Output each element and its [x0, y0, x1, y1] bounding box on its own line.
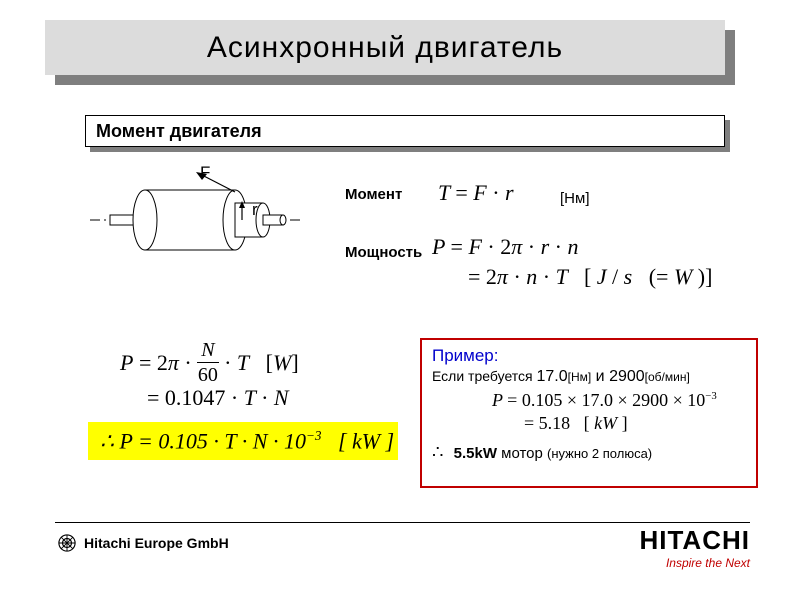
example-result-motor: мотор	[497, 445, 547, 462]
motor-diagram	[90, 165, 300, 275]
label-power: Мощность	[345, 244, 422, 261]
therefore-symbol: ∴	[432, 442, 443, 462]
example-title: Пример:	[432, 346, 746, 366]
formula-power-1: P = F · 2π · r · n	[432, 234, 579, 260]
footer-right: HITACHI Inspire the Next	[639, 525, 750, 570]
label-radius: r	[252, 200, 258, 220]
formula-power-2: = 2π · n · T [ J / s (= W )]	[468, 264, 712, 290]
formula-power-4: = 0.1047 · T · N	[147, 385, 289, 411]
label-force: F	[200, 163, 210, 183]
label-moment: Момент	[345, 186, 402, 203]
example-req-torque-unit: [Нм]	[568, 370, 592, 384]
example-req-prefix: Если требуется	[432, 368, 537, 384]
formula-power-3: P = 2π · N60 · T [W ]	[120, 340, 299, 385]
subtitle-banner: Момент двигателя	[85, 115, 725, 147]
formula-torque: T = F · r	[438, 180, 514, 206]
example-req-and: и	[591, 368, 609, 385]
label-unit-nm: [Нм]	[560, 190, 589, 207]
example-result-power: 5.5kW	[454, 445, 497, 462]
footer-brand: HITACHI	[639, 525, 750, 556]
example-req-torque: 17.0	[537, 368, 568, 385]
footer-tagline: Inspire the Next	[639, 556, 750, 570]
formula-power-5: ∴ P = 0.105 · T · N · 10−3 [ kW ]	[100, 428, 394, 454]
page-title: Асинхронный двигатель	[207, 31, 563, 65]
example-calc-2: = 5.18 [ kW ]	[524, 413, 800, 434]
example-requirement: Если требуется 17.0[Нм] и 2900[об/мин]	[432, 368, 746, 386]
title-bar: Асинхронный двигатель	[45, 20, 725, 75]
example-calc-1: P = 0.105 × 17.0 × 2900 × 10−3	[492, 390, 800, 411]
subtitle-text: Момент двигателя	[96, 121, 262, 142]
example-req-speed-unit: [об/мин]	[645, 370, 690, 384]
formula-highlight-box: ∴ P = 0.105 · T · N · 10−3 [ kW ]	[88, 422, 398, 460]
example-req-speed: 2900	[609, 368, 645, 385]
subtitle-bar: Момент двигателя	[85, 115, 725, 147]
hitachi-mark-icon	[58, 534, 76, 552]
example-result-note: (нужно 2 полюса)	[547, 446, 652, 461]
footer-company: Hitachi Europe GmbH	[84, 535, 229, 551]
footer-left: Hitachi Europe GmbH	[58, 534, 229, 552]
example-result: ∴ 5.5kW мотор (нужно 2 полюса)	[432, 442, 746, 463]
footer-divider	[55, 522, 750, 523]
example-box: Пример: Если требуется 17.0[Нм] и 2900[о…	[420, 338, 758, 488]
title-banner: Асинхронный двигатель	[45, 20, 725, 75]
